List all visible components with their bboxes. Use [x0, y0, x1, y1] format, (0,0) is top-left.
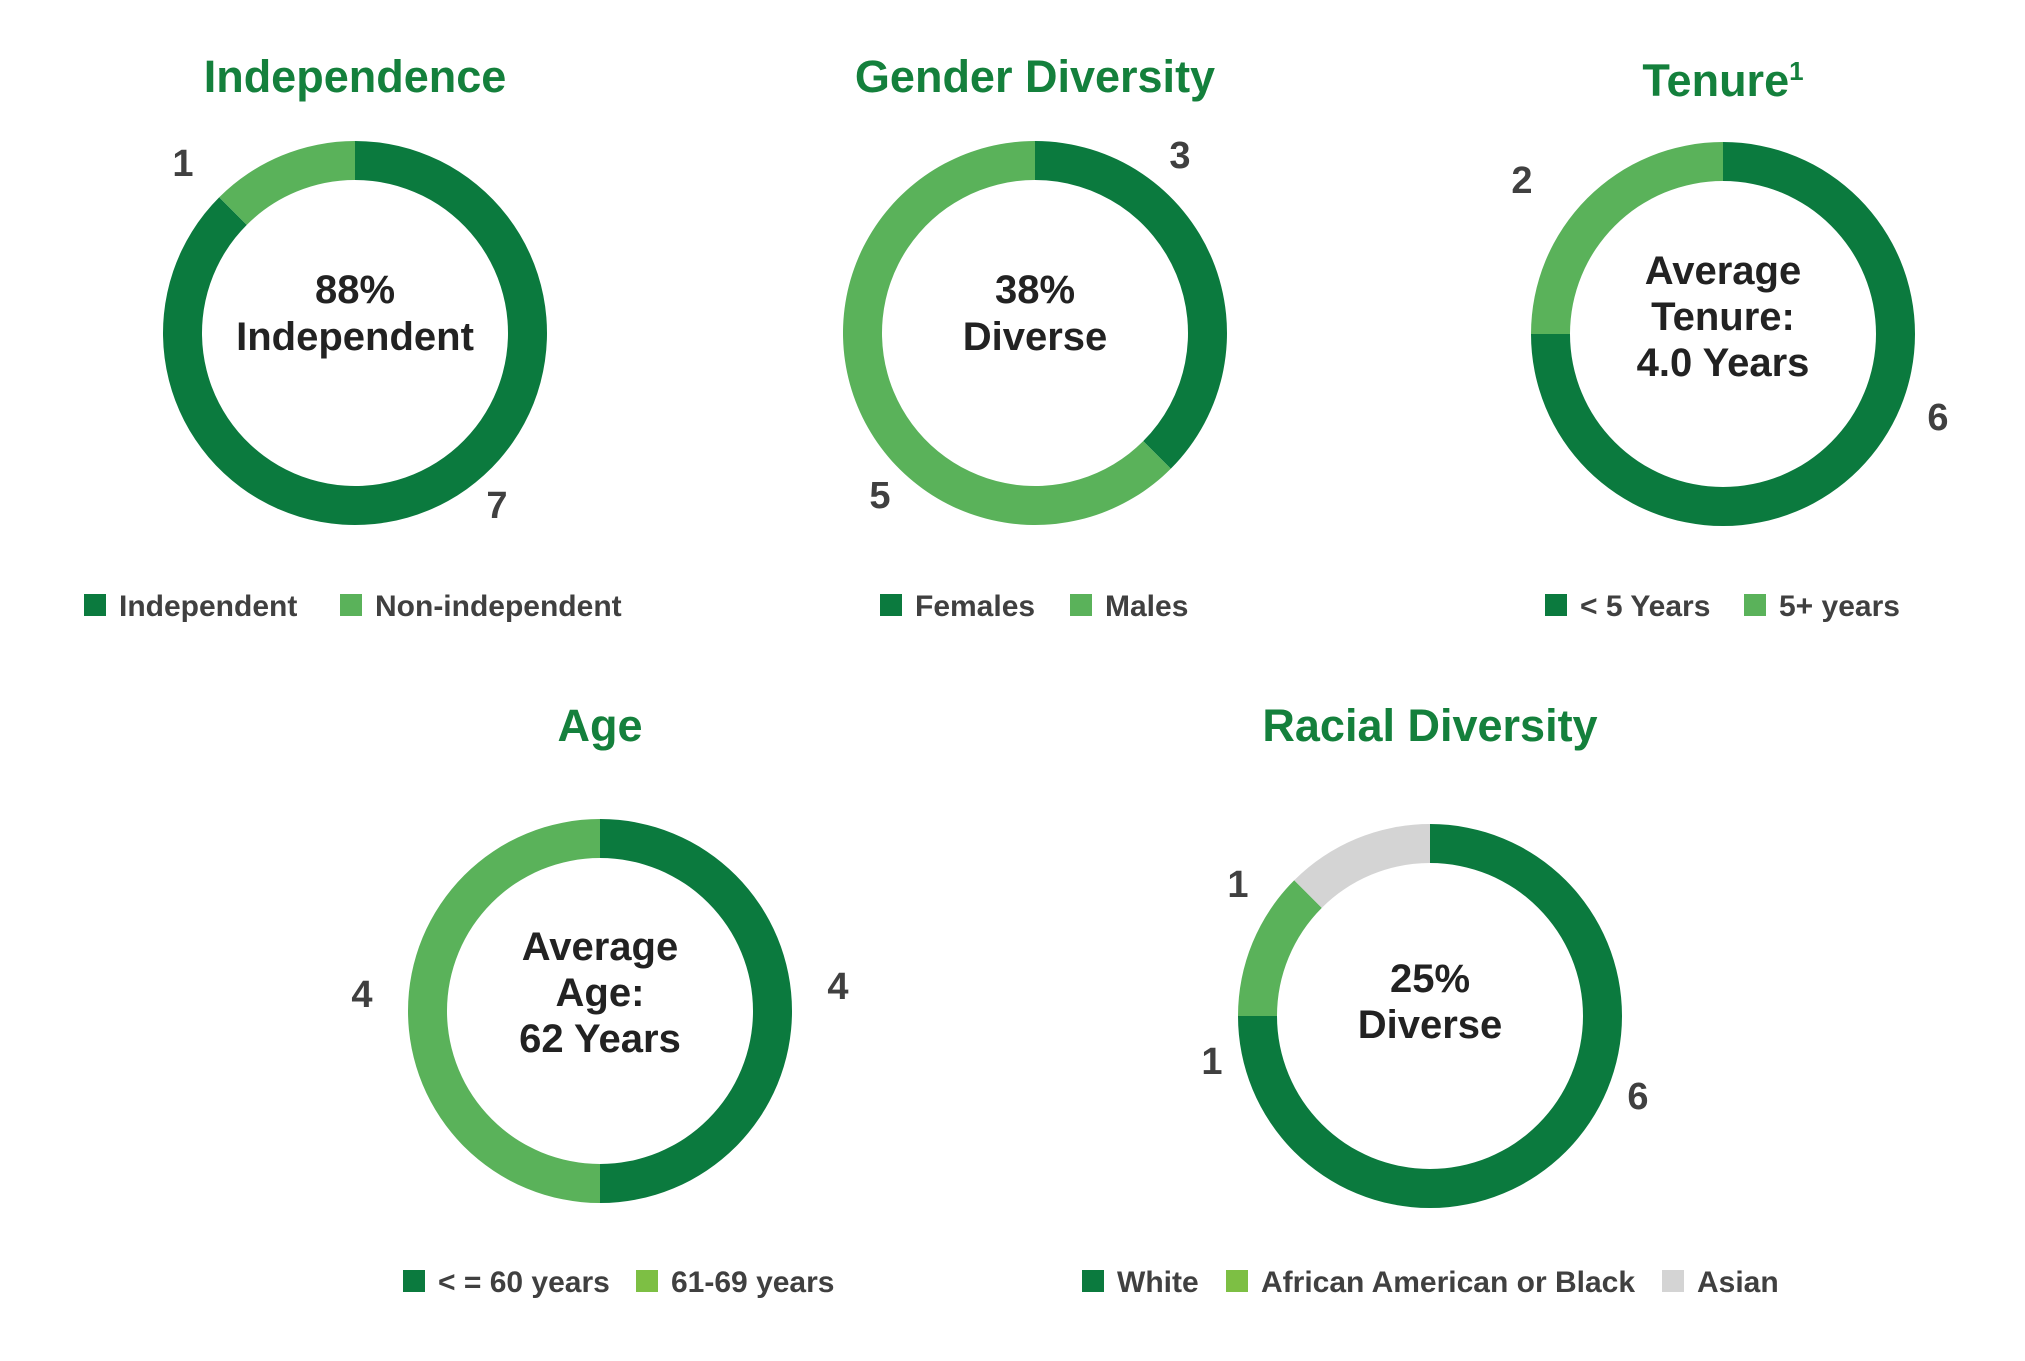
legend-label-61-69-years: 61-69 years: [671, 1266, 834, 1299]
legend-swatch-5-years: [1545, 594, 1567, 616]
legend-label-non-independent: Non-independent: [375, 590, 622, 623]
legend-swatch-60-years: [403, 1270, 425, 1292]
chart-title: Independence: [204, 51, 507, 102]
center-text-line: Diverse: [963, 315, 1108, 359]
data-label-females: 3: [1169, 135, 1190, 177]
legend-label-independent: Independent: [119, 590, 297, 623]
legend-label-white: White: [1117, 1266, 1199, 1299]
legend: Females Males: [880, 590, 1188, 623]
center-text-line: Tenure:: [1651, 295, 1795, 339]
chart-title: Racial Diversity: [1262, 700, 1597, 751]
chart-title-text: Racial Diversity: [1262, 700, 1597, 751]
data-label-5-years: 6: [1927, 397, 1948, 439]
legend-swatch-males: [1070, 594, 1092, 616]
chart-title-superscript: 1: [1789, 56, 1803, 86]
legend-swatch-asian: [1662, 1270, 1684, 1292]
center-text-line: 38%: [995, 268, 1075, 312]
donut-slice-females: [1035, 141, 1228, 469]
chart-title-text: Independence: [204, 51, 507, 102]
chart-gender-diversity: Gender Diversity 38%Diverse 3 5 Females Males: [843, 51, 1228, 623]
data-label-males: 5: [869, 475, 890, 517]
center-text-line: 88%: [315, 268, 395, 312]
chart-title: Tenure1: [1642, 55, 1803, 106]
donut-slice-african-american-or-black: [1238, 880, 1322, 1016]
center-text-line: Average: [1645, 249, 1801, 293]
data-label-asian: 1: [1227, 864, 1248, 906]
center-text-line: 4.0 Years: [1637, 341, 1810, 385]
legend-label-african-american-or-black: African American or Black: [1261, 1266, 1635, 1299]
data-label-white: 6: [1627, 1076, 1648, 1118]
legend: White African American or Black Asian: [1082, 1266, 1779, 1299]
chart-title-text: Age: [557, 700, 642, 751]
legend-swatch-non-independent: [340, 594, 362, 616]
center-text-line: 62 Years: [519, 1017, 681, 1061]
data-label-african-american-or-black: 1: [1201, 1041, 1222, 1083]
legend-label-5-years: < 5 Years: [1580, 590, 1710, 623]
data-label-61-69-years: 4: [351, 974, 372, 1016]
legend-swatch-females: [880, 594, 902, 616]
chart-title: Age: [557, 700, 642, 751]
center-text-line: Age:: [556, 971, 645, 1015]
center-text-line: Diverse: [1358, 1003, 1503, 1047]
donut-slice-non-independent: [219, 141, 355, 225]
legend-label-males: Males: [1105, 590, 1188, 623]
legend-swatch-white: [1082, 1270, 1104, 1292]
legend-label-5-years: 5+ years: [1779, 590, 1900, 623]
legend: < 5 Years 5+ years: [1545, 590, 1900, 623]
data-label-independent: 7: [486, 485, 507, 527]
legend-label-60-years: < = 60 years: [438, 1266, 610, 1299]
legend: Independent Non-independent: [84, 590, 622, 623]
data-label-60-years: 4: [827, 966, 848, 1008]
legend-label-asian: Asian: [1697, 1266, 1779, 1299]
legend-swatch-5-years: [1744, 594, 1766, 616]
legend-swatch-african-american-or-black: [1226, 1270, 1248, 1292]
donut-slice-asian: [1294, 824, 1430, 908]
center-text-line: 25%: [1390, 957, 1470, 1001]
data-label-non-independent: 1: [172, 143, 193, 185]
donut-slice-60-years: [600, 819, 793, 1203]
center-text-line: Independent: [236, 315, 474, 359]
donut-slice-males: [843, 141, 1171, 525]
data-label-5-years: 2: [1511, 160, 1532, 202]
legend-label-females: Females: [915, 590, 1035, 623]
legend-swatch-61-69-years: [636, 1270, 658, 1292]
chart-title-text: Gender Diversity: [855, 51, 1215, 102]
chart-racial-diversity: Racial Diversity 25%Diverse 6 1 1 White Africa…: [1082, 700, 1779, 1299]
legend-swatch-independent: [84, 594, 106, 616]
donut-slice-5-years: [1531, 142, 1723, 334]
donut-slice-61-69-years: [407, 819, 600, 1203]
chart-title: Gender Diversity: [855, 51, 1215, 102]
center-text-line: Average: [522, 925, 678, 969]
chart-title-text: Tenure: [1642, 55, 1789, 106]
legend: < = 60 years 61-69 years: [403, 1266, 834, 1299]
